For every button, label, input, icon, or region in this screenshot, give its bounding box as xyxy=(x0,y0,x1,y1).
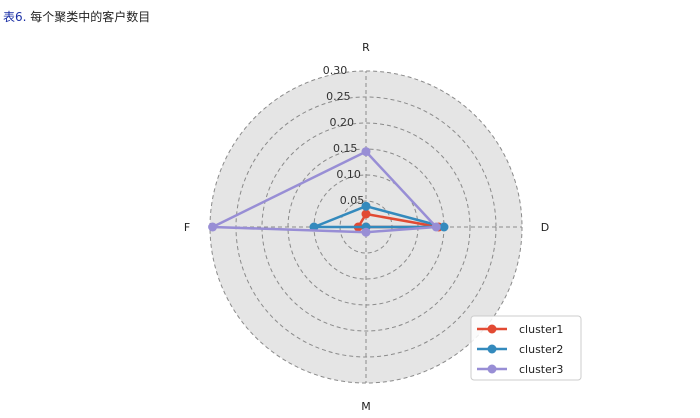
radial-tick-label: 0.10 xyxy=(336,168,361,181)
radial-tick-label: 0.05 xyxy=(340,194,365,207)
data-point-cluster1-R xyxy=(361,209,371,219)
radial-tick-label: 0.20 xyxy=(330,116,355,129)
axis-label-F: F xyxy=(184,221,190,234)
data-point-cluster3-D xyxy=(431,222,441,232)
grid-ring xyxy=(261,122,471,332)
figure-caption: 表6. 每个聚类中的客户数目 xyxy=(3,8,150,25)
data-point-cluster3-M xyxy=(361,227,371,237)
data-point-cluster3-R xyxy=(361,147,371,157)
data-point-cluster2-R xyxy=(361,201,371,211)
legend-label-cluster1: cluster1 xyxy=(519,323,563,336)
legend-marker-cluster3 xyxy=(487,364,497,374)
radial-tick-label: 0.25 xyxy=(326,90,351,103)
labels: 0.05 0.10 0.15 0.20 0.25 0.30 R D M F xyxy=(184,41,549,413)
data-point-cluster2-D xyxy=(439,222,449,232)
series-group xyxy=(208,147,449,237)
legend-box xyxy=(470,315,582,381)
axis-label-M: M xyxy=(361,400,371,413)
axis-label-R: R xyxy=(362,41,370,54)
legend: cluster1 cluster2 cluster3 xyxy=(470,315,582,381)
legend-label-cluster2: cluster2 xyxy=(519,343,563,356)
legend-label-cluster3: cluster3 xyxy=(519,363,563,376)
data-point-cluster3-F xyxy=(208,222,218,232)
legend-marker-cluster2 xyxy=(487,344,497,354)
caption-tag: 表6. xyxy=(3,10,27,24)
caption-text: 每个聚类中的客户数目 xyxy=(26,10,151,24)
axis-label-D: D xyxy=(541,221,549,234)
radial-tick-label: 0.15 xyxy=(333,142,358,155)
legend-marker-cluster1 xyxy=(487,324,497,334)
radial-tick-label: 0.30 xyxy=(323,64,348,77)
